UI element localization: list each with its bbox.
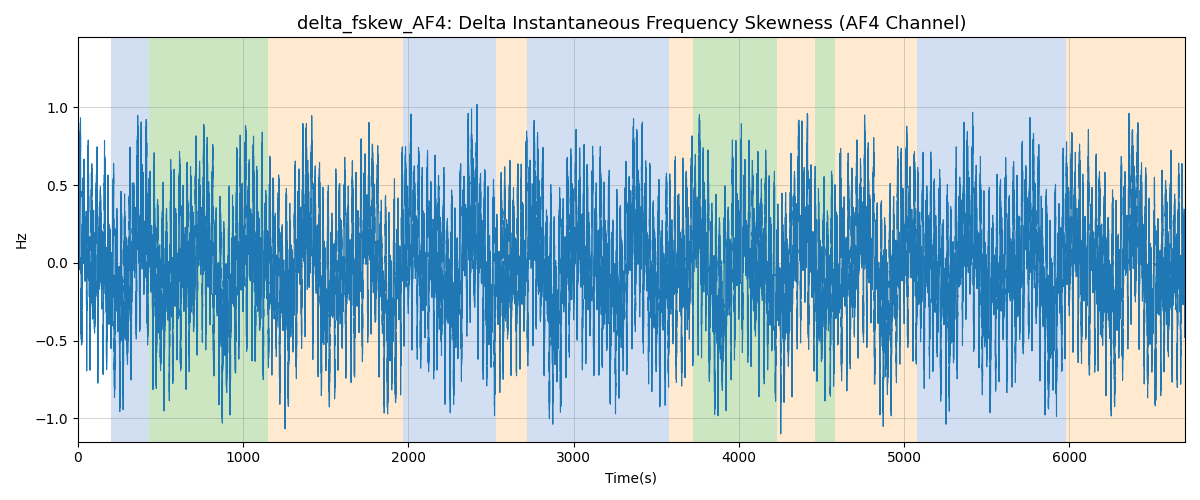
Bar	[835, 38, 917, 442]
Bar	[496, 38, 527, 442]
Bar	[403, 38, 496, 442]
Bar	[917, 38, 1066, 442]
Bar	[776, 38, 815, 442]
Y-axis label: Hz: Hz	[14, 230, 29, 248]
Bar	[149, 38, 268, 442]
Bar	[692, 38, 776, 442]
X-axis label: Time(s): Time(s)	[606, 471, 658, 485]
Bar	[110, 38, 149, 442]
Bar	[1066, 38, 1186, 442]
Bar	[527, 38, 670, 442]
Title: delta_fskew_AF4: Delta Instantaneous Frequency Skewness (AF4 Channel): delta_fskew_AF4: Delta Instantaneous Fre…	[296, 15, 966, 34]
Bar	[268, 38, 403, 442]
Bar	[670, 38, 692, 442]
Bar	[815, 38, 835, 442]
